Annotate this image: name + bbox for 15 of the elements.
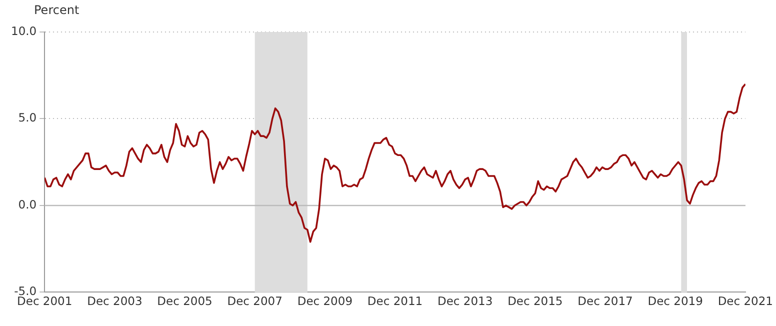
x-tick-label: Dec 2015 (508, 294, 563, 308)
x-tick-label: Dec 2007 (227, 294, 282, 308)
y-tick-label: 5.0 (18, 110, 37, 125)
x-tick-label: Dec 2019 (648, 294, 703, 308)
x-tick-label: Dec 2009 (297, 294, 353, 308)
x-tick-label: Dec 2013 (437, 294, 493, 308)
x-tick-label: Dec 2003 (87, 294, 142, 308)
x-tick-label: Dec 2017 (578, 294, 633, 308)
y-tick-label: 10.0 (10, 24, 37, 38)
x-tick-label: Dec 2005 (157, 294, 212, 308)
x-tick-label: Dec 2021 (718, 294, 774, 308)
x-tick-label: Dec 2011 (367, 294, 423, 308)
y-axis-title: Percent (34, 3, 80, 17)
y-tick-label: 0.0 (18, 197, 37, 212)
x-tick-label: Dec 2001 (17, 294, 72, 308)
